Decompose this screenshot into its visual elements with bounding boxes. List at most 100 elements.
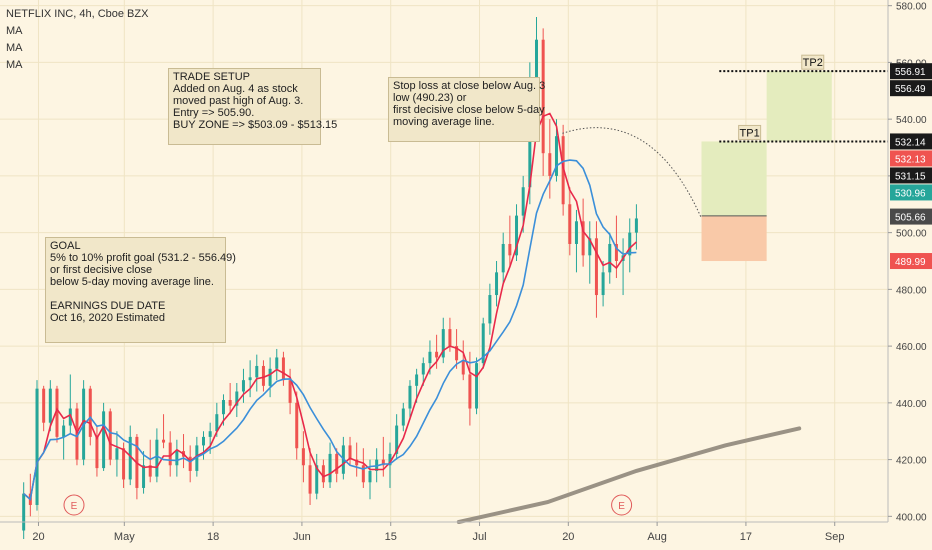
candle-body	[281, 357, 285, 381]
candle-body	[541, 39, 545, 154]
candle-body	[594, 238, 598, 296]
price-badge	[890, 208, 932, 225]
candle-body	[368, 470, 372, 483]
candle-body	[235, 391, 239, 406]
candle-body	[22, 493, 26, 531]
earnings-label: E	[618, 501, 625, 512]
price-badge	[890, 253, 932, 270]
candle-body	[481, 323, 485, 364]
candle-body	[95, 436, 99, 469]
trade-zones	[701, 71, 832, 262]
price-tick-label: 500.00	[896, 229, 927, 240]
earnings-marker-1[interactable]: E	[63, 494, 85, 516]
time-tick-label: 15	[385, 531, 397, 543]
candle-body	[574, 221, 578, 244]
price-badge	[890, 63, 932, 80]
candle-body	[554, 136, 558, 176]
price-badge	[890, 80, 932, 97]
price-badge-label: 505.66	[895, 213, 926, 224]
candle-body	[108, 411, 112, 460]
time-axis[interactable]: 20 May 18 Jun 15 Jul 20 Aug 17 Sep	[0, 521, 888, 543]
stop-zone	[701, 215, 767, 262]
price-tick-label: 540.00	[896, 115, 927, 126]
ma-mid-line	[23, 159, 637, 501]
candle-body	[288, 380, 292, 403]
time-tick-label: Jun	[293, 531, 311, 543]
indicator-ma-3[interactable]: MA	[6, 59, 23, 71]
candle-body	[195, 445, 199, 471]
candle-body	[388, 453, 392, 466]
candle-body	[588, 238, 592, 256]
indicator-ma-2[interactable]: MA	[6, 42, 23, 54]
profit-zone-tp1	[701, 141, 767, 216]
candle-body	[335, 453, 339, 474]
candle-body	[268, 368, 272, 386]
price-badge-label: 556.49	[895, 84, 926, 95]
earnings-marker-2[interactable]: E	[611, 494, 633, 516]
price-tick-label: 420.00	[896, 456, 927, 467]
price-tick-label: 440.00	[896, 399, 927, 410]
candle-body	[148, 465, 152, 477]
candle-body	[42, 388, 46, 423]
candle-body	[441, 329, 445, 358]
time-tick-label: 20	[32, 531, 44, 543]
candle-body	[448, 329, 452, 347]
price-badge-label: 530.96	[895, 188, 926, 199]
price-tick-label: 480.00	[896, 285, 927, 296]
tp1-label: TP1	[740, 127, 760, 139]
candle-body	[381, 459, 385, 466]
goal-note[interactable]: GOAL 5% to 10% profit goal (531.2 - 556.…	[45, 237, 236, 343]
candle-body	[175, 451, 179, 466]
price-badges: 556.91 556.49 532.14 532.13 531.15 530.96 505.…	[890, 63, 932, 270]
trade-setup-note[interactable]: TRADE SETUP Added on Aug. 4 as stock mov…	[168, 68, 337, 145]
price-badge	[890, 167, 932, 184]
projection-arc	[562, 127, 702, 219]
candle-body	[608, 243, 612, 273]
time-tick-label: Sep	[825, 531, 845, 543]
candle-body	[468, 374, 472, 409]
ma-slow-layer	[456, 426, 802, 524]
candle-body	[88, 388, 92, 437]
candle-body	[348, 445, 352, 460]
time-tick-label: Aug	[647, 531, 667, 543]
candle-body	[361, 465, 365, 483]
candle-body	[162, 439, 166, 443]
candle-body	[328, 453, 332, 483]
candle-body	[634, 218, 638, 233]
candle-body	[515, 215, 519, 256]
candle-body	[315, 465, 319, 494]
candle-body	[495, 272, 499, 296]
candle-body	[255, 365, 259, 378]
stop-loss-note[interactable]: Stop loss at close below Aug. 3 low (490…	[388, 77, 545, 142]
price-badge	[890, 150, 932, 167]
candle-body	[62, 425, 66, 437]
candle-body	[401, 408, 405, 426]
candle-body	[628, 232, 632, 256]
candle-body	[521, 187, 525, 216]
candle-body	[395, 425, 399, 454]
candle-body	[548, 153, 552, 176]
candle-body	[475, 363, 479, 409]
indicator-ma-1[interactable]: MA	[6, 25, 23, 37]
candle-body	[421, 363, 425, 375]
candle-body	[295, 402, 299, 449]
candle-body	[188, 456, 192, 471]
candle-body	[48, 388, 52, 423]
ma-slow-line	[456, 426, 802, 524]
candle-body	[455, 346, 459, 361]
tp2-label: TP2	[803, 57, 823, 69]
candle-body	[488, 295, 492, 324]
tp2-label-box	[801, 54, 825, 70]
candle-body	[202, 436, 205, 446]
candle-body	[321, 465, 325, 483]
candle-body	[535, 39, 538, 86]
symbol-title[interactable]: NETFLIX INC, 4h, Cboe BZX	[6, 8, 149, 20]
price-badge-label: 489.99	[895, 257, 926, 268]
tp1-label-box	[738, 124, 762, 140]
candle-body	[461, 360, 465, 375]
candle-body	[168, 442, 172, 466]
ma-fast-line	[23, 112, 637, 501]
candle-body	[102, 411, 106, 469]
candle-body	[581, 221, 585, 256]
